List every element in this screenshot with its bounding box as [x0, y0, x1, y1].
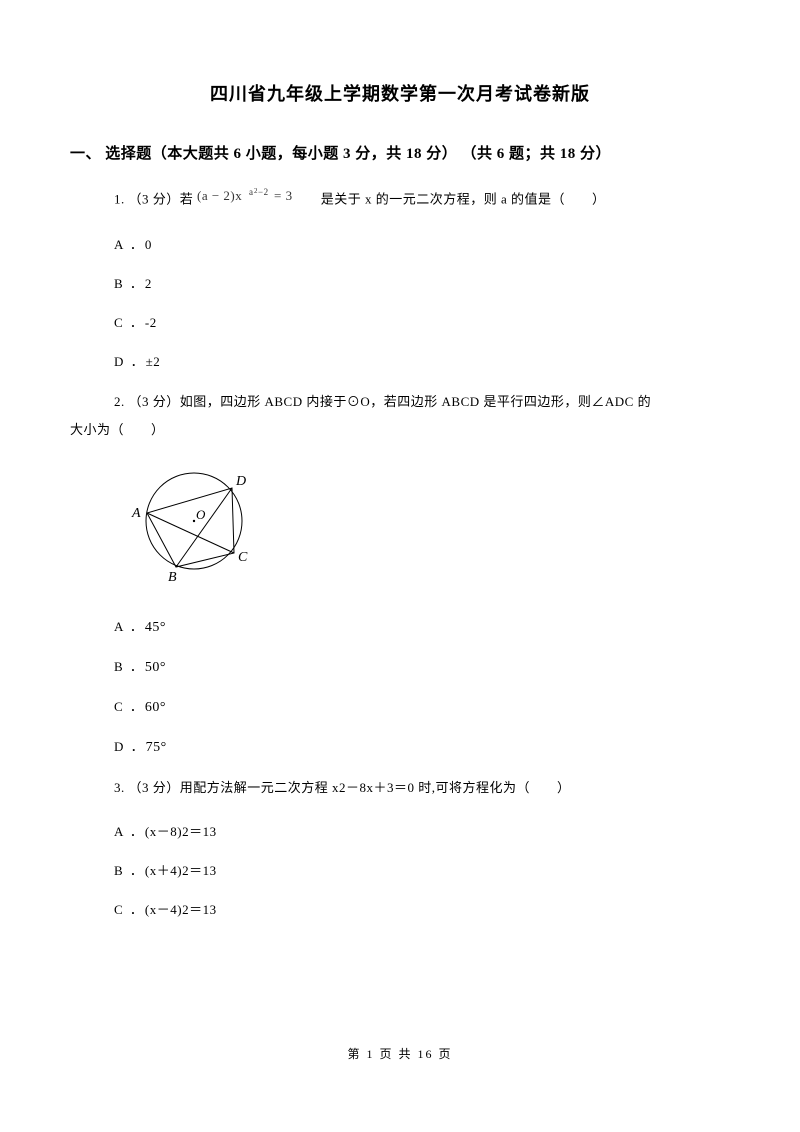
q1-option-c: C ．-2 [70, 312, 730, 331]
q1-text: 1. （3 分）若 [114, 191, 197, 206]
q1-option-a: A ．0 [70, 234, 730, 253]
svg-text:(a − 2)x: (a − 2)x [197, 188, 242, 203]
question-1: 1. （3 分）若 (a − 2)x a 2 −2 = 3 是关于 x 的一元二… [70, 187, 730, 214]
q1-formula: (a − 2)x a 2 −2 = 3 [197, 187, 317, 214]
q1-option-b: B ．2 [70, 273, 730, 292]
question-3: 3. （3 分）用配方法解一元二次方程 x2－8x＋3＝0 时,可将方程化为（ … [70, 776, 730, 801]
q3-option-c: C ．(x－4)2＝13 [70, 899, 730, 918]
q1-option-d: D ．±2 [70, 351, 730, 370]
q3-option-b: B ．(x＋4)2＝13 [70, 860, 730, 879]
q2-diagram: O A B C D [114, 461, 730, 596]
diagram-label-c: C [238, 550, 248, 565]
page-footer: 第 1 页 共 16 页 [0, 1045, 800, 1062]
diagram-label-a: A [131, 506, 141, 521]
q2-option-b: B ．50° [70, 656, 730, 676]
svg-text:= 3: = 3 [274, 188, 293, 203]
section-header: 一、 选择题（本大题共 6 小题，每小题 3 分，共 18 分） （共 6 题；… [70, 142, 730, 163]
q2-option-c: C ．60° [70, 696, 730, 716]
diagram-label-b: B [168, 570, 177, 585]
svg-text:−2: −2 [258, 187, 269, 197]
diagram-label-o: O [196, 507, 206, 522]
page-title: 四川省九年级上学期数学第一次月考试卷新版 [70, 80, 730, 106]
q2-option-d: D ．75° [70, 736, 730, 756]
question-2-line1: 2. （3 分）如图，四边形 ABCD 内接于⊙O，若四边形 ABCD 是平行四… [70, 390, 730, 415]
q1-cont: 是关于 x 的一元二次方程，则 a 的值是（ ） [321, 191, 606, 206]
q2-option-a: A ．45° [70, 616, 730, 636]
question-2-line2: 大小为（ ） [70, 418, 730, 443]
svg-text:a: a [249, 187, 254, 197]
q3-option-a: A ．(x－8)2＝13 [70, 821, 730, 840]
diagram-label-d: D [235, 474, 246, 489]
